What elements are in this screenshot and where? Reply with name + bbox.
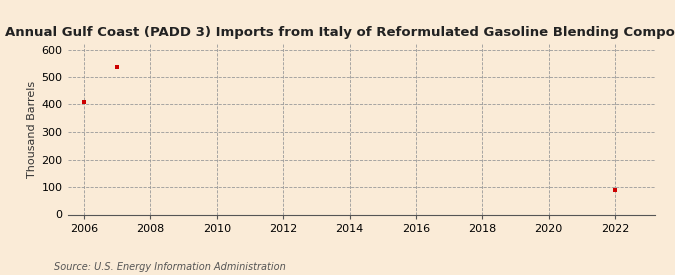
Text: Source: U.S. Energy Information Administration: Source: U.S. Energy Information Administ… [54, 262, 286, 272]
Title: Annual Gulf Coast (PADD 3) Imports from Italy of Reformulated Gasoline Blending : Annual Gulf Coast (PADD 3) Imports from … [5, 26, 675, 39]
Y-axis label: Thousand Barrels: Thousand Barrels [28, 81, 37, 178]
